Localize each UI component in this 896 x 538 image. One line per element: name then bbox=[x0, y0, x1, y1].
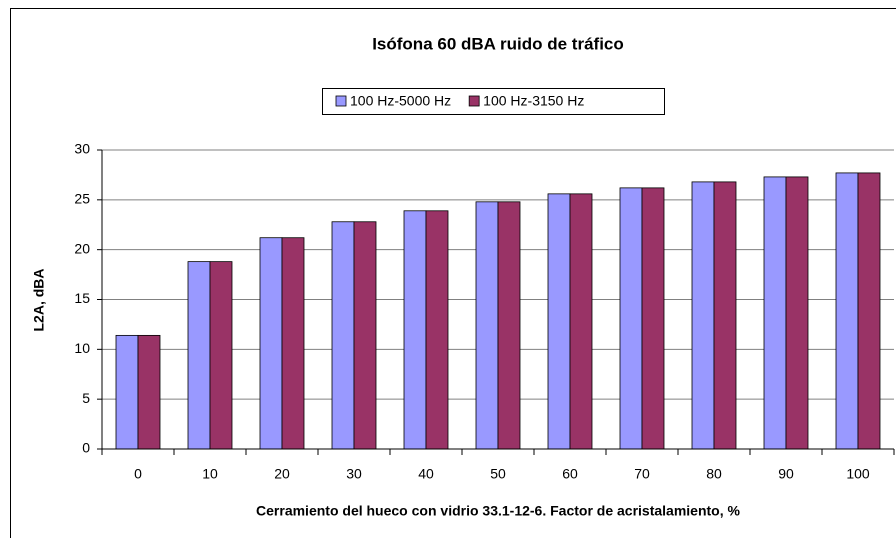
bar bbox=[425, 210, 449, 450]
x-tick-label: 20 bbox=[274, 466, 290, 482]
bar bbox=[835, 172, 859, 450]
bar bbox=[403, 210, 427, 450]
legend-label: 100 Hz-5000 Hz bbox=[350, 93, 451, 109]
bar bbox=[641, 187, 665, 450]
x-tick-label: 40 bbox=[418, 466, 434, 482]
bar bbox=[475, 201, 499, 450]
legend-label: 100 Hz-3150 Hz bbox=[483, 93, 584, 109]
bar bbox=[259, 237, 283, 450]
bar bbox=[691, 181, 715, 450]
bar bbox=[281, 237, 305, 450]
bar bbox=[353, 221, 377, 450]
bar bbox=[115, 334, 139, 450]
y-tick-label: 5 bbox=[82, 390, 90, 406]
bar bbox=[857, 172, 881, 450]
x-axis-label: Cerramiento del hueco con vidrio 33.1-12… bbox=[256, 503, 740, 519]
legend-swatch bbox=[468, 95, 480, 107]
y-tick-label: 20 bbox=[74, 240, 90, 256]
y-tick-label: 15 bbox=[74, 290, 90, 306]
x-tick-label: 0 bbox=[134, 466, 142, 482]
x-tick-label: 50 bbox=[490, 466, 506, 482]
legend-swatch bbox=[335, 95, 347, 107]
bar bbox=[785, 176, 809, 450]
y-axis-label: L2A, dBA bbox=[31, 269, 47, 332]
x-tick-label: 70 bbox=[634, 466, 650, 482]
y-tick-label: 30 bbox=[74, 141, 90, 157]
bar bbox=[713, 181, 737, 450]
x-tick-label: 60 bbox=[562, 466, 578, 482]
bar bbox=[497, 201, 521, 450]
chart-title: Isófona 60 dBA ruido de tráfico bbox=[372, 34, 624, 53]
bar bbox=[331, 221, 355, 450]
legend-box bbox=[322, 88, 665, 115]
bar bbox=[209, 261, 233, 450]
chart-border bbox=[10, 8, 896, 538]
bar bbox=[187, 261, 211, 450]
x-tick-label: 90 bbox=[778, 466, 794, 482]
bar bbox=[137, 334, 161, 450]
y-tick-label: 10 bbox=[74, 340, 90, 356]
y-tick-label: 0 bbox=[82, 440, 90, 456]
x-tick-label: 30 bbox=[346, 466, 362, 482]
bar bbox=[569, 193, 593, 450]
y-tick-label: 25 bbox=[74, 191, 90, 207]
bar bbox=[619, 187, 643, 450]
bar bbox=[763, 176, 787, 450]
bar bbox=[547, 193, 571, 450]
x-tick-label: 80 bbox=[706, 466, 722, 482]
x-tick-label: 100 bbox=[846, 466, 870, 482]
x-tick-label: 10 bbox=[202, 466, 218, 482]
